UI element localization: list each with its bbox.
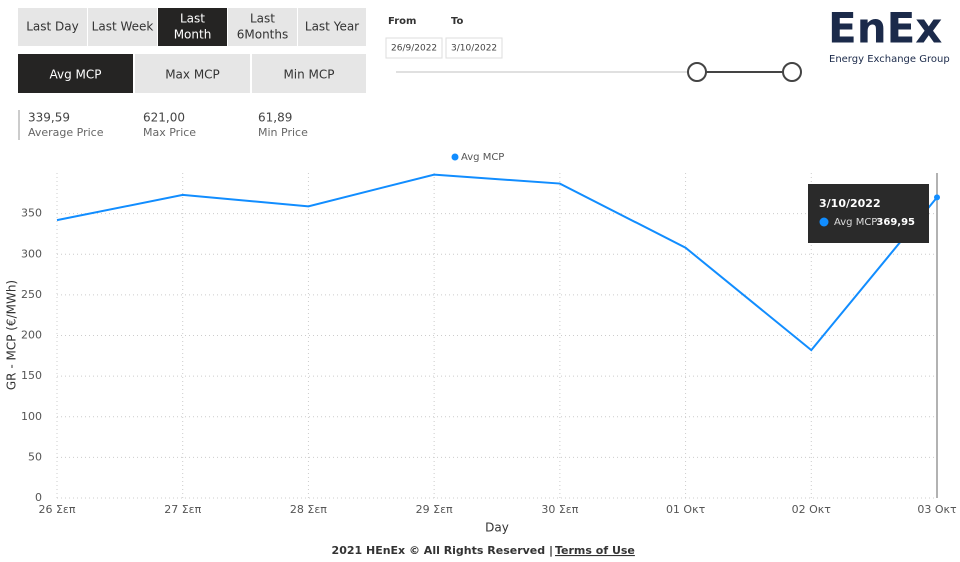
time-button-label[interactable]: Last	[250, 12, 275, 26]
legend-marker	[451, 153, 459, 161]
from-date[interactable]: 26/9/2022	[391, 44, 437, 54]
time-button[interactable]	[158, 8, 227, 46]
x-tick-label: 01 Οκτ	[666, 503, 706, 516]
from-input[interactable]	[385, 37, 443, 59]
tooltip-marker	[819, 217, 829, 227]
x-tick-label: 26 Σεπ	[38, 503, 75, 516]
time-button-label[interactable]: Month	[174, 28, 212, 42]
stat-value: 339,59	[28, 111, 70, 125]
measure-button[interactable]	[252, 54, 366, 93]
x-tick-label: 29 Σεπ	[416, 503, 453, 516]
time-button-label[interactable]: Last Year	[305, 20, 359, 34]
y-tick-label: 150	[21, 369, 42, 382]
x-tick-label: 03 Οκτ	[917, 503, 957, 516]
time-button[interactable]	[88, 8, 157, 46]
y-tick-label: 300	[21, 247, 42, 260]
y-tick-label: 200	[21, 329, 42, 342]
measure-button-label[interactable]: Min MCP	[283, 68, 334, 82]
time-button-label[interactable]: Last Day	[26, 20, 79, 34]
to-date[interactable]: 3/10/2022	[451, 44, 497, 54]
x-tick-label: 02 Οκτ	[792, 503, 832, 516]
logo-subtitle: Energy Exchange Group	[829, 54, 950, 65]
terms-link[interactable]: Terms of Use	[555, 544, 635, 557]
legend-label: Avg MCP	[461, 152, 504, 163]
tooltip-value: 369,95	[876, 217, 915, 228]
stat-value: 621,00	[143, 111, 185, 125]
to-input[interactable]	[445, 37, 503, 59]
stat-label: Average Price	[28, 126, 104, 139]
time-button[interactable]	[298, 8, 366, 46]
tooltip-title: 3/10/2022	[819, 197, 881, 210]
logo-title: EnEx	[828, 4, 942, 53]
from-label: From	[388, 16, 416, 27]
stat-label: Max Price	[143, 126, 196, 139]
measure-button-label[interactable]: Max MCP	[165, 68, 220, 82]
slider-handle[interactable]	[782, 62, 802, 82]
to-label: To	[451, 16, 463, 27]
tooltip	[808, 184, 929, 243]
slider-handle[interactable]	[687, 62, 707, 82]
time-button-label[interactable]: Last	[180, 12, 205, 26]
hover-point	[934, 194, 940, 201]
y-tick-label: 250	[21, 288, 42, 301]
data-line	[56, 173, 938, 352]
y-axis-title: GR - MCP (€/MWh)	[5, 280, 19, 390]
x-axis-title: Day	[485, 521, 509, 535]
measure-button-label[interactable]: Avg MCP	[49, 68, 101, 82]
measure-button[interactable]	[18, 54, 133, 93]
stat-label: Min Price	[258, 126, 308, 139]
x-tick-label: 27 Σεπ	[164, 503, 201, 516]
tooltip-series: Avg MCP	[834, 217, 877, 228]
x-tick-label: 30 Σεπ	[541, 503, 578, 516]
time-button-label[interactable]: 6Months	[237, 28, 289, 42]
measure-button[interactable]	[135, 54, 250, 93]
x-tick-label: 28 Σεπ	[290, 503, 327, 516]
y-tick-label: 0	[35, 491, 42, 504]
time-button-label[interactable]: Last Week	[92, 20, 154, 34]
stat-value: 61,89	[258, 111, 292, 125]
footer-text: 2021 HEnEx © All Rights Reserved |	[332, 544, 553, 557]
y-tick-label: 350	[21, 207, 42, 220]
y-tick-label: 100	[21, 410, 42, 423]
time-button[interactable]	[18, 8, 87, 46]
y-tick-label: 50	[28, 450, 42, 463]
time-button[interactable]	[228, 8, 297, 46]
